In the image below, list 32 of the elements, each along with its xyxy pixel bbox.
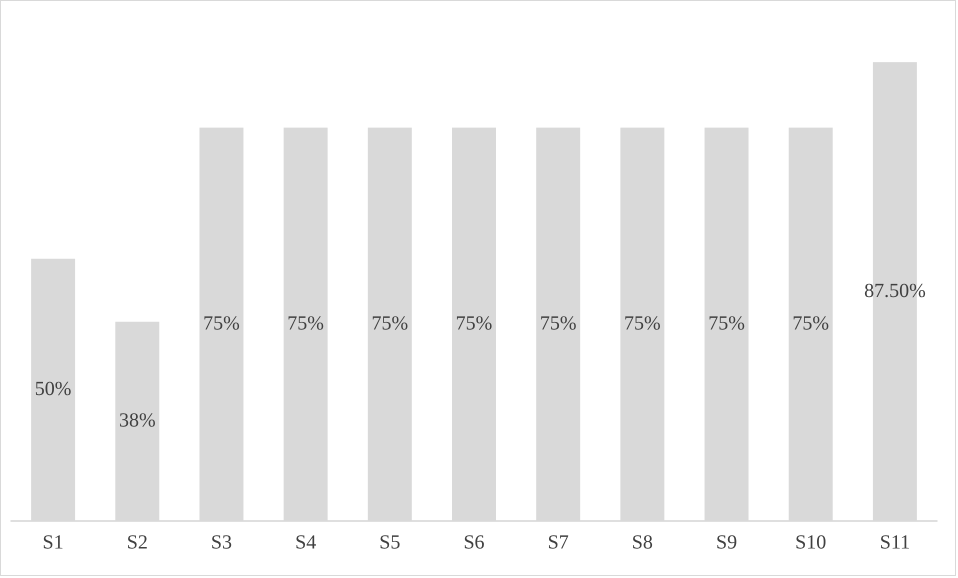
data-label: 75% bbox=[371, 312, 408, 335]
x-tick-label: S7 bbox=[548, 531, 569, 554]
bar bbox=[368, 128, 412, 521]
x-tick-label: S3 bbox=[210, 531, 232, 554]
bar bbox=[31, 258, 76, 521]
data-label: 75% bbox=[792, 312, 830, 335]
data-label: 75% bbox=[708, 312, 745, 335]
bar bbox=[788, 128, 833, 521]
x-tick-label: S4 bbox=[295, 531, 316, 554]
x-tick-label: S10 bbox=[795, 531, 826, 554]
x-tick-label: S5 bbox=[379, 531, 400, 554]
x-tick-label: S1 bbox=[42, 531, 64, 554]
bar bbox=[620, 128, 664, 521]
data-label: 75% bbox=[540, 312, 577, 335]
data-label: 38% bbox=[118, 410, 156, 432]
x-tick-label: S9 bbox=[716, 531, 738, 554]
bar bbox=[536, 128, 580, 521]
data-label: 87.50% bbox=[864, 280, 926, 302]
data-label: 75% bbox=[203, 312, 240, 335]
bar bbox=[284, 128, 328, 521]
data-label: 75% bbox=[456, 312, 492, 335]
bar bbox=[704, 128, 749, 521]
data-label: 75% bbox=[624, 312, 661, 335]
data-label: 75% bbox=[287, 312, 324, 335]
bar bbox=[199, 128, 244, 521]
x-tick-label: S8 bbox=[632, 531, 653, 554]
x-tick-label: S2 bbox=[126, 531, 148, 554]
bar bbox=[115, 322, 160, 521]
x-tick-label: S6 bbox=[463, 531, 485, 554]
x-tick-label: S11 bbox=[880, 531, 910, 554]
data-label: 50% bbox=[34, 378, 72, 400]
bar bbox=[452, 128, 496, 521]
